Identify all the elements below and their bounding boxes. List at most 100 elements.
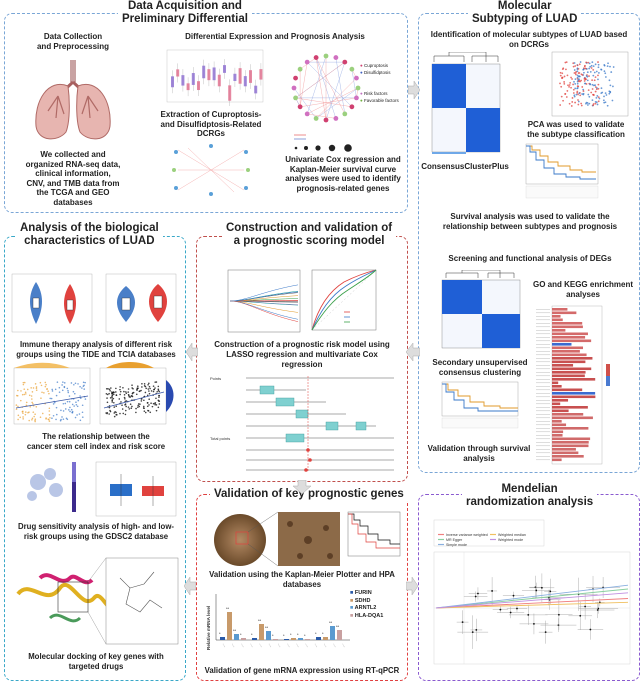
biological-heading: Analysis of the biological characteristi… xyxy=(16,222,163,248)
stem-cell-scatter xyxy=(10,362,180,428)
km-text: Validation using the Kaplan-Meier Plotte… xyxy=(209,570,395,589)
lasso-coefficient-plot xyxy=(226,268,302,336)
svg-text:**: ** xyxy=(233,628,237,633)
validation-heading: Validation of key prognostic genes xyxy=(210,488,408,501)
cox-text: Univariate Cox regression and Kaplan-Mei… xyxy=(285,155,401,193)
arrow-right-mendelian xyxy=(406,576,418,596)
stem-text: The relationship between the cancer stem… xyxy=(26,432,166,451)
svg-text:····: ···· xyxy=(332,643,338,649)
svg-text:**: ** xyxy=(265,625,269,630)
consensus-label: ConsensusClusterPlus xyxy=(421,162,509,171)
svg-text:**: ** xyxy=(258,618,262,623)
qpcr-text: Validation of gene mRNA expression using… xyxy=(204,666,400,675)
svg-text:*: * xyxy=(251,632,253,637)
svg-text:····: ···· xyxy=(249,643,255,649)
qpcr-ylabel: Relative mRNA level xyxy=(206,606,211,650)
svg-text:····: ···· xyxy=(304,643,310,649)
network-legend: ● Cuproptosis ● Disulfidptosis ● Risk fa… xyxy=(360,62,399,104)
arrow-right-top xyxy=(408,80,420,100)
pca-text: PCA was used to validate the subtype cla… xyxy=(527,120,625,139)
svg-text:**: ** xyxy=(336,624,340,629)
secondary-text: Secondary unsupervised consensus cluster… xyxy=(432,358,528,377)
arrow-down-validation xyxy=(292,480,312,494)
svg-text:····: ···· xyxy=(240,643,246,649)
screen-text: Screening and functional analysis of DEG… xyxy=(448,254,612,263)
gene-network-small xyxy=(168,140,254,200)
mendelian-heading: Mendelian randomization analysis xyxy=(462,483,598,509)
svg-text:····: ···· xyxy=(341,643,347,649)
nomogram-points-label: Points xyxy=(210,376,221,381)
survival-curve-clusters xyxy=(438,380,522,430)
differential-boxplot xyxy=(165,46,265,106)
qpcr-legend: ■ FURIN ■ SDHD ■ ARNTL2 ■ HLA-DQA1 xyxy=(350,590,383,620)
acquisition-heading: Data Acquisition and Preliminary Differe… xyxy=(118,0,252,26)
immuno-text: Immune therapy analysis of different ris… xyxy=(16,340,176,359)
lungs-illustration xyxy=(28,56,118,146)
mr-method-0: Inverse variance weighted xyxy=(446,533,488,537)
svg-text:····: ···· xyxy=(276,643,282,649)
legend-risk: ● Risk factors xyxy=(360,91,388,96)
lasso-text: Construction of a prognostic risk model … xyxy=(214,340,390,369)
svg-text:**: ** xyxy=(226,606,230,611)
drug-sensitivity-plots xyxy=(12,456,180,518)
arrow-left-middle xyxy=(406,342,420,362)
pca-scatter xyxy=(550,50,630,118)
qpcr-barplot: Relative mRNA level * ** ** * * ** ** * * * * * * * **… xyxy=(204,590,404,666)
secondary-consensus-heatmap xyxy=(438,270,524,350)
svg-text:····: ···· xyxy=(258,643,264,649)
arrow-left-validation xyxy=(184,576,196,596)
molecular-docking xyxy=(10,548,182,648)
legend-favorable: ● Favorable factors xyxy=(360,98,399,103)
subtyping-heading: Molecular Subtyping of LUAD xyxy=(468,0,582,26)
legend-gene-3: ■ HLA-DQA1 xyxy=(350,612,384,619)
go-kegg-text: GO and KEGG enrichment analyses xyxy=(532,280,633,299)
collection-text: We collected and organized RNA-seq data,… xyxy=(25,150,121,207)
svg-text:····: ···· xyxy=(267,643,273,649)
drug-text: Drug sensitivity analysis of high- and l… xyxy=(18,522,174,541)
svg-text:····: ···· xyxy=(230,643,236,649)
consensus-heatmap xyxy=(428,52,502,154)
svg-text:*: * xyxy=(315,631,317,636)
svg-text:····: ···· xyxy=(221,643,227,649)
ihc-images xyxy=(212,510,342,568)
svg-text:····: ···· xyxy=(322,643,328,649)
svg-text:*: * xyxy=(304,633,306,638)
survival-curve-subtypes xyxy=(520,142,602,200)
legend-gene-2: ■ ARNTL2 xyxy=(350,605,377,611)
dock-text: Molecular docking of key genes with targ… xyxy=(28,652,164,671)
nomogram: Points Total points xyxy=(206,372,402,476)
legend-cuproptosis: ● Cuproptosis xyxy=(360,63,388,68)
svg-text:····: ···· xyxy=(295,643,301,649)
arrow-left-biological xyxy=(186,342,198,362)
svg-text:*: * xyxy=(290,632,292,637)
svg-text:····: ···· xyxy=(286,643,292,649)
mr-method-1: MR Egger xyxy=(446,538,463,542)
construction-heading: Construction and validation of a prognos… xyxy=(222,222,397,248)
mr-method-3: Weighted median xyxy=(498,533,526,537)
extract-text: Extraction of Cuproptosis- and Disulfidp… xyxy=(160,110,262,138)
circular-network xyxy=(286,48,366,128)
collection-title: Data Collection and Preprocessing xyxy=(36,32,110,51)
mr-method-4: Weighted mode xyxy=(498,538,523,542)
legend-gene-0: ■ FURIN xyxy=(350,590,372,596)
svg-text:*: * xyxy=(272,633,274,638)
ident-text: Identification of molecular subtypes of … xyxy=(430,30,628,49)
legend-disulfidptosis: ● Disulfidptosis xyxy=(360,70,391,75)
svg-text:····: ···· xyxy=(313,643,319,649)
diffexp-title: Differential Expression and Prognosis An… xyxy=(185,32,365,41)
svg-text:**: ** xyxy=(329,620,333,625)
go-kegg-barplot xyxy=(534,304,618,468)
km-plotter-curve xyxy=(346,510,402,560)
roc-curve xyxy=(308,268,380,334)
pvalue-size-legend xyxy=(290,132,370,154)
valsurv-text: Validation through survival analysis xyxy=(427,444,531,463)
mr-method-2: Simple mode xyxy=(446,543,467,547)
nomogram-total-label: Total points xyxy=(210,436,230,441)
svg-text:*: * xyxy=(297,632,299,637)
svg-text:*: * xyxy=(283,633,285,638)
svg-text:*: * xyxy=(322,631,324,636)
svg-text:*: * xyxy=(219,631,221,636)
immune-violin-plots xyxy=(10,268,180,338)
surv-text: Survival analysis was used to validate t… xyxy=(442,212,618,231)
